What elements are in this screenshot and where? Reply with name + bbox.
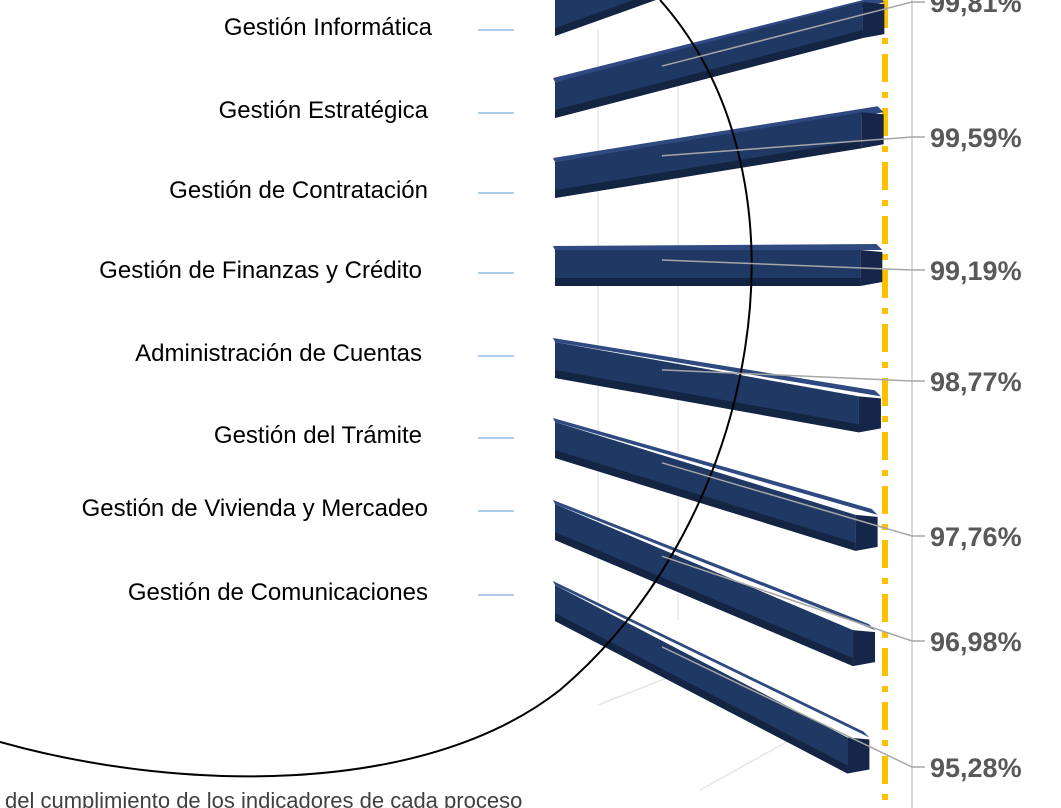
bar-bottom: [555, 532, 854, 667]
bar-bottom: [555, 30, 863, 118]
bar: [553, 581, 870, 774]
value-label: 97,76%: [930, 522, 1022, 552]
bar-front: [555, 504, 854, 667]
bar-front: [555, 585, 848, 774]
leader-line: [661, 259, 925, 271]
category-label: Gestión de Comunicaciones: [128, 579, 428, 606]
bar-end: [853, 630, 876, 667]
bar-top: [553, 581, 870, 738]
category-label: Gestión Informática: [224, 14, 433, 41]
value-label: 95,28%: [930, 753, 1022, 783]
bar-top: [553, 338, 881, 397]
value-label: 99,81%: [930, 0, 1022, 18]
bar-bottom: [555, 613, 848, 774]
bar-end: [861, 112, 884, 149]
bar-bottom: [555, 0, 656, 36]
value-label: 99,19%: [930, 256, 1022, 286]
leader-line: [661, 462, 925, 537]
bar: [553, 244, 883, 286]
bar-front: [555, 2, 863, 118]
category-label: Gestión de Finanzas y Crédito: [99, 257, 422, 284]
bar-front: [555, 112, 862, 198]
bar-end: [847, 737, 870, 774]
bar-end: [862, 2, 885, 39]
bar-bottom: [555, 450, 856, 551]
value-label: 98,77%: [930, 367, 1022, 397]
category-label: Gestión de Vivienda y Mercadeo: [82, 495, 428, 522]
bar-top: [553, 418, 878, 515]
bar: [553, 0, 885, 118]
leader-line: [661, 369, 925, 382]
bar-bottom: [555, 278, 861, 286]
bar-front: [555, 342, 859, 433]
bar-front: [555, 250, 861, 286]
bar-top: [553, 500, 876, 631]
bar-end: [858, 396, 881, 433]
leader-line: [661, 646, 925, 768]
caption: del cumplimiento de los indicadores de c…: [5, 788, 522, 808]
bar-top: [553, 244, 883, 250]
category-label: Gestión Estratégica: [219, 97, 429, 124]
bar: [553, 338, 881, 433]
bar-bottom: [555, 140, 862, 198]
value-label: 96,98%: [930, 627, 1022, 657]
bar: [553, 106, 884, 198]
category-label: Administración de Cuentas: [135, 340, 422, 367]
bar-bottom: [555, 370, 859, 433]
category-label: Gestión de Contratación: [169, 177, 428, 204]
leader-line: [661, 555, 925, 642]
circle-arc: [0, 0, 753, 778]
value-label: 99,59%: [930, 123, 1022, 153]
bar-top: [553, 106, 884, 162]
leader-line: [661, 1, 925, 67]
leader-line: [661, 136, 925, 157]
category-label: Gestión del Trámite: [214, 422, 422, 449]
bar: [555, 0, 656, 36]
bar: [553, 500, 876, 667]
